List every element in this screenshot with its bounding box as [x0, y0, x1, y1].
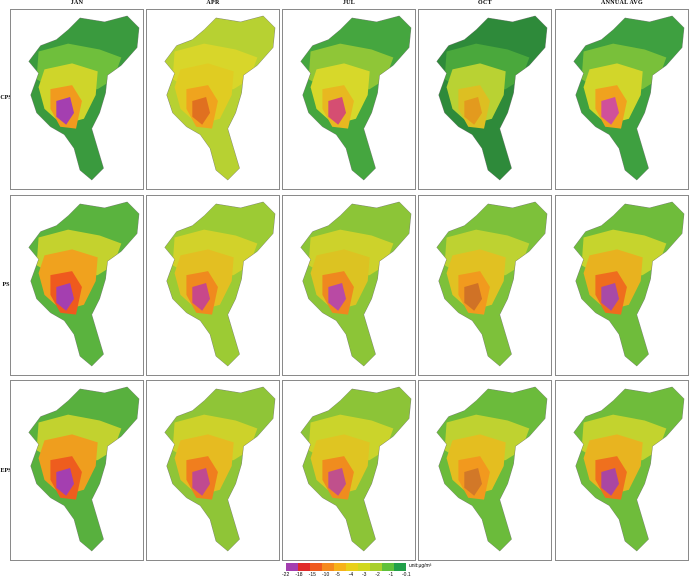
- map-panel-eps-oct: [418, 380, 552, 561]
- region-outline: [436, 201, 548, 367]
- map-panel-ps-jul: [282, 195, 416, 376]
- map-panel-eps-annual-avg: [555, 380, 689, 561]
- region-outline: [28, 386, 140, 552]
- concentration-zone: [601, 283, 620, 311]
- concentration-zone: [192, 468, 211, 496]
- concentration-zone: [328, 283, 347, 311]
- region-outline: [164, 15, 276, 181]
- map-panel-cps-jul: [282, 9, 416, 190]
- concentration-zone: [192, 283, 211, 311]
- colorbar-swatch: [286, 563, 298, 571]
- map-panel-cps-annual-avg: [555, 9, 689, 190]
- colorbar-swatch: [334, 563, 346, 571]
- concentration-zone: [464, 283, 483, 311]
- column-header-oct: OCT: [478, 0, 492, 6]
- row-label-ps: PS: [2, 282, 10, 288]
- region-outline: [28, 15, 140, 181]
- concentration-zone: [328, 468, 347, 496]
- concentration-zone: [56, 283, 75, 311]
- colorbar-swatch: [358, 563, 370, 571]
- colorbar-tick-label: -2: [375, 572, 380, 578]
- colorbar-tick-label: -3: [362, 572, 367, 578]
- map-panel-ps-oct: [418, 195, 552, 376]
- region-outline: [436, 386, 548, 552]
- region-outline: [573, 15, 685, 181]
- row-label-cps: CPS: [0, 95, 12, 101]
- concentration-zone: [464, 97, 483, 125]
- colorbar-unit-label: unit:μg/m³: [409, 563, 432, 569]
- region-outline: [164, 201, 276, 367]
- concentration-zone: [56, 97, 75, 125]
- colorbar-swatch: [298, 563, 310, 571]
- map-panel-cps-jan: [10, 9, 144, 190]
- column-header-apr: APR: [206, 0, 220, 6]
- concentration-zone: [192, 97, 211, 125]
- colorbar-tick-label: -22: [282, 572, 290, 578]
- concentration-zone: [601, 468, 620, 496]
- colorbar-tick-label: -10: [322, 572, 330, 578]
- map-panel-ps-jan: [10, 195, 144, 376]
- concentration-zone: [601, 97, 620, 125]
- region-outline: [573, 201, 685, 367]
- region-outline: [164, 386, 276, 552]
- colorbar-swatch: [322, 563, 334, 571]
- map-panel-cps-apr: [146, 9, 280, 190]
- colorbar-tick-label: -0.1: [402, 572, 411, 578]
- map-panel-eps-apr: [146, 380, 280, 561]
- column-header-annual-avg: ANNUAL AVG: [600, 0, 644, 6]
- concentration-zone: [328, 97, 347, 125]
- region-outline: [573, 386, 685, 552]
- map-panel-ps-annual-avg: [555, 195, 689, 376]
- map-panel-eps-jul: [282, 380, 416, 561]
- region-outline: [300, 386, 412, 552]
- map-panel-cps-oct: [418, 9, 552, 190]
- column-header-jan: JAN: [70, 0, 84, 6]
- region-outline: [300, 15, 412, 181]
- colorbar-swatch: [310, 563, 322, 571]
- region-outline: [436, 15, 548, 181]
- colorbar-tick-label: -4: [348, 572, 354, 578]
- map-panel-eps-jan: [10, 380, 144, 561]
- colorbar-tick-label: -18: [295, 572, 303, 578]
- column-header-jul: JUL: [342, 0, 356, 6]
- region-outline: [28, 201, 140, 367]
- concentration-zone: [464, 468, 483, 496]
- colorbar-tick-label: -15: [308, 572, 316, 578]
- map-panel-ps-apr: [146, 195, 280, 376]
- colorbar-swatch: [394, 563, 406, 571]
- colorbar: [286, 563, 406, 571]
- row-label-eps: EPS: [0, 468, 12, 474]
- colorbar-ticks: -22 -18 -15 -10 -5 -4 -3 -2 -1 -0.1: [281, 572, 411, 580]
- colorbar-tick-label: -5: [335, 572, 340, 578]
- colorbar-tick-label: -1: [388, 572, 394, 578]
- concentration-zone: [56, 468, 75, 496]
- colorbar-swatch: [382, 563, 394, 571]
- region-outline: [300, 201, 412, 367]
- colorbar-swatch: [346, 563, 358, 571]
- colorbar-swatch: [370, 563, 382, 571]
